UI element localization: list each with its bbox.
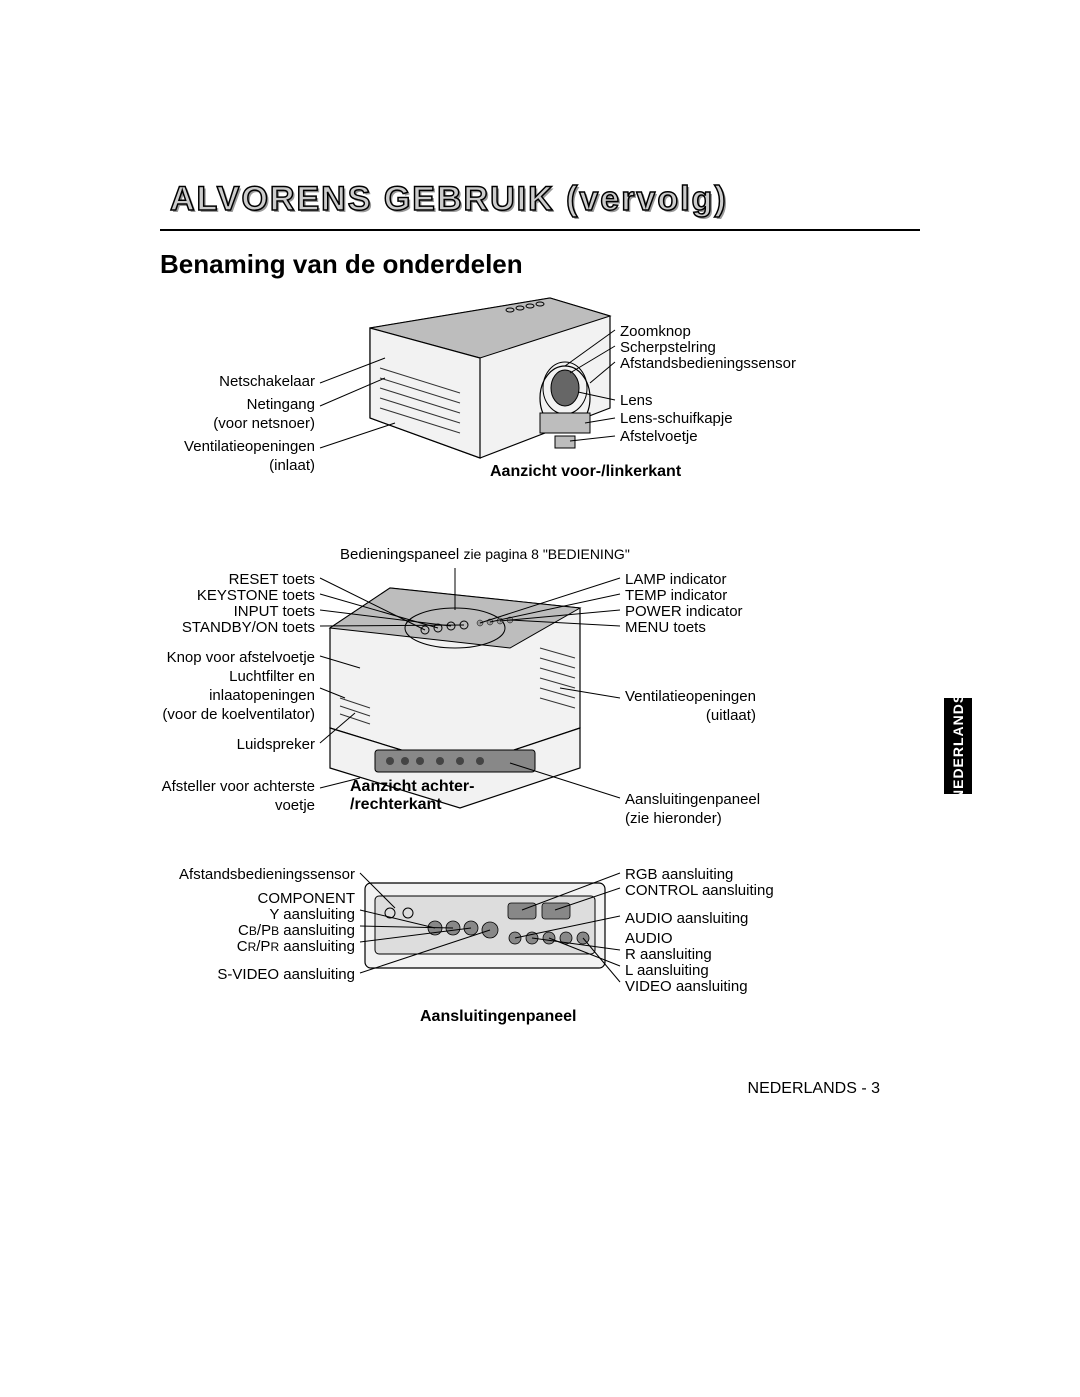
label-svideo: S-VIDEO aansluiting	[160, 966, 355, 985]
label-lenskap: Lens-schuifkapje	[620, 410, 733, 429]
caption-view3: Aansluitingenpaneel	[420, 1008, 576, 1026]
label-video: VIDEO aansluiting	[625, 978, 748, 997]
label-audio: AUDIO aansluiting	[625, 910, 748, 929]
caption-view1: Aanzicht voor-/linkerkant	[490, 463, 681, 481]
label-afstelvoetje: Afstelvoetje	[620, 428, 698, 447]
label-afstandsensor: Afstandsbedieningssensor	[620, 355, 796, 374]
label-lens: Lens	[620, 392, 653, 411]
label-crpr: CR/PR aansluiting	[160, 938, 355, 957]
label-luchtfilter: Luchtfilter en inlaatopeningen (voor de …	[130, 668, 315, 724]
label-vent-out: Ventilatieopeningen (uitlaat)	[625, 688, 756, 726]
caption-view2: Aanzicht achter- /rechterkant	[350, 778, 474, 814]
label-vent-in: Ventilatieopeningen (inlaat)	[160, 438, 315, 476]
label-afsteller: Afsteller voor achterste voetje	[130, 778, 315, 816]
label-afstandsensor2: Afstandsbedieningssensor	[130, 866, 355, 885]
label-luidspreker: Luidspreker	[160, 736, 315, 755]
label-control: CONTROL aansluiting	[625, 882, 774, 901]
label-menu: MENU toets	[625, 619, 706, 638]
label-netingang: Netingang (voor netsnoer)	[160, 396, 315, 434]
language-tab: NEDERLANDS	[944, 698, 972, 794]
label-standby: STANDBY/ON toets	[160, 619, 315, 638]
label-netschakelaar: Netschakelaar	[160, 373, 315, 392]
label-panel: Bedieningspaneel zie pagina 8 "BEDIENING…	[340, 546, 630, 565]
label-aans-paneel: Aansluitingenpaneel (zie hieronder)	[625, 791, 760, 829]
label-knop: Knop voor afstelvoetje	[130, 649, 315, 668]
page-footer: NEDERLANDS - 3	[748, 1080, 880, 1098]
page-title: ALVORENS GEBRUIK (vervolg)	[170, 180, 920, 219]
page-subtitle: Benaming van de onderdelen	[160, 249, 920, 280]
divider	[160, 229, 920, 231]
